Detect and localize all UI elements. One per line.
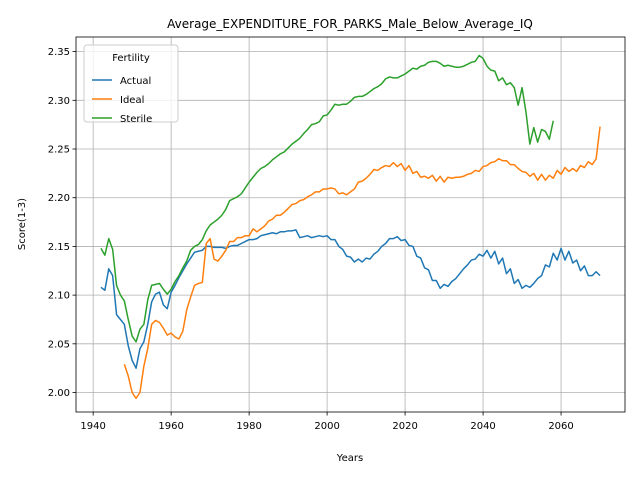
chart-title: Average_EXPENDITURE_FOR_PARKS_Male_Below… [167, 17, 533, 31]
y-tick-label: 2.00 [48, 388, 70, 399]
data-line [123, 126, 601, 400]
x-tick-label: 1940 [80, 421, 105, 432]
y-tick-label: 2.10 [48, 291, 70, 302]
y-tick-label: 2.15 [48, 242, 70, 253]
legend-title: Fertility [112, 53, 150, 64]
x-tick-label: 1960 [158, 421, 183, 432]
x-tick-label: 2040 [470, 421, 495, 432]
x-tick-label: 2020 [392, 421, 417, 432]
x-axis-label: Years [336, 453, 363, 464]
y-tick-label: 2.25 [48, 145, 70, 156]
legend-label: Sterile [120, 114, 152, 125]
legend-label: Actual [120, 76, 151, 87]
x-tick-label: 2060 [548, 421, 573, 432]
data-line [100, 229, 601, 369]
legend-box [83, 44, 179, 123]
plot-frame [75, 36, 626, 413]
data-line [100, 54, 554, 343]
y-axis-label: Score(1-3) [17, 198, 28, 250]
y-tick-label: 2.35 [48, 47, 70, 58]
legend-label: Ideal [120, 95, 144, 106]
legend: Fertility Actual Ideal Sterile [83, 44, 179, 125]
x-tick-label: 2000 [314, 421, 339, 432]
x-tick-label: 1980 [236, 421, 261, 432]
y-tick-label: 2.30 [48, 96, 70, 107]
y-tick-label: 2.05 [48, 339, 70, 350]
y-tick-label: 2.20 [48, 193, 70, 204]
